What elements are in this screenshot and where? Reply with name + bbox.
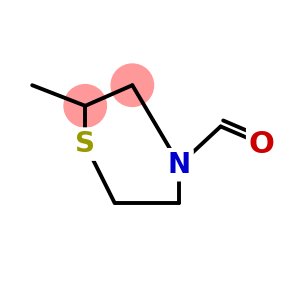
Text: N: N <box>168 151 191 179</box>
Circle shape <box>111 64 154 106</box>
Text: S: S <box>75 130 95 158</box>
Text: O: O <box>249 130 275 159</box>
Circle shape <box>64 85 106 127</box>
